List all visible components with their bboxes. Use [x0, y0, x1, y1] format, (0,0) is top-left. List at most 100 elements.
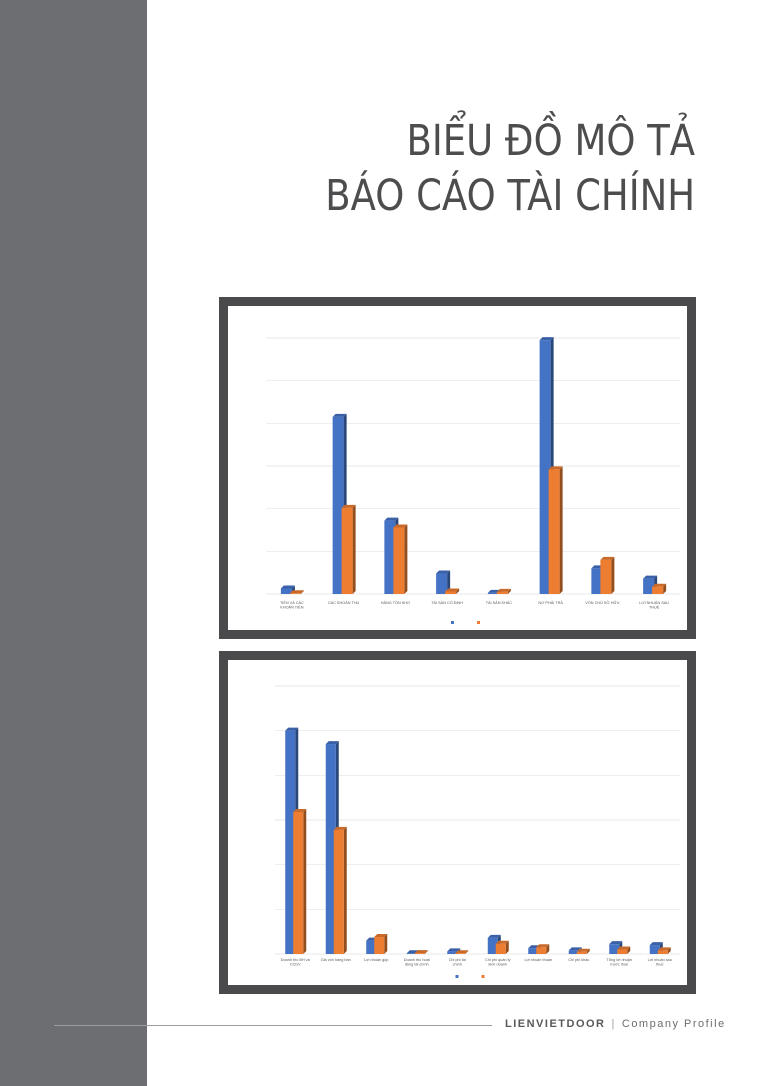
bar-series-1	[436, 570, 451, 594]
x-category-label: Lợi nhuận gộp	[364, 958, 388, 962]
bar-top	[436, 570, 451, 574]
x-category-label-line: CÁC KHOẢN THU	[328, 600, 360, 605]
bar-front	[406, 953, 417, 954]
bar-front	[366, 940, 377, 954]
bar-front	[591, 568, 603, 594]
bar-side	[456, 588, 460, 594]
bar-top	[414, 950, 428, 954]
bar-series-2	[600, 556, 615, 594]
bar-front	[539, 340, 551, 594]
x-category-label-line: Giá vốn hàng bán	[321, 958, 351, 962]
bar-top	[393, 524, 408, 528]
bar-front	[649, 945, 660, 954]
x-category-label-line: Chi phí khác	[568, 958, 589, 962]
bar-top	[652, 583, 667, 587]
bar-side	[404, 524, 408, 594]
bar-top	[325, 741, 339, 745]
bar-front	[576, 951, 587, 954]
bar-side	[663, 583, 667, 594]
x-category-label: TIỀN VÀ CÁC KHOẢN TIỀN	[280, 600, 304, 610]
bar-front	[447, 951, 458, 954]
bar-top	[657, 947, 671, 951]
bar-series-2	[445, 588, 460, 594]
bar-series-2	[293, 808, 307, 954]
x-category-label: CÁC KHOẢN THU	[328, 600, 360, 605]
bar-top	[447, 948, 461, 952]
bar-series-2	[617, 946, 631, 954]
x-category-label-line: chính	[453, 963, 462, 967]
sidebar-panel	[0, 0, 147, 1086]
bar-front	[548, 469, 560, 594]
page-title: BIỂU ĐỒ MÔ TẢ BÁO CÁO TÀI CHÍNH	[325, 114, 695, 224]
bar-top	[496, 588, 511, 592]
x-category-label: VỐN CHỦ SỞ HỮU	[585, 600, 619, 605]
bar-front	[445, 591, 457, 594]
bar-side	[384, 934, 388, 954]
bar-top	[539, 337, 554, 341]
x-category-label-line: kinh doanh	[488, 963, 507, 967]
bar-series-2	[393, 524, 408, 594]
bar-top	[374, 934, 388, 938]
bar-side	[465, 950, 469, 954]
legend-swatch	[481, 975, 485, 978]
x-category-label: HÀNG TỒN KHO	[381, 600, 410, 605]
legend-swatch	[477, 621, 480, 624]
bar-top	[617, 946, 631, 950]
x-category-label-line: Lợi nhuận sau	[648, 958, 672, 962]
bar-top	[649, 942, 663, 946]
bar-top	[548, 466, 563, 470]
x-category-label-line: TÀI SẢN CỐ ĐỊNH	[431, 600, 463, 605]
bar-front	[293, 811, 304, 954]
bar-front	[496, 591, 508, 594]
bar-series-2	[289, 590, 304, 594]
bar-front	[393, 527, 405, 594]
bar-series-2	[657, 947, 671, 954]
x-category-label-line: Lợi nhuận thuần	[524, 958, 552, 962]
page-title-line-1: BIỂU ĐỒ MÔ TẢ	[406, 116, 695, 166]
bar-top	[536, 944, 550, 948]
bar-series-2	[341, 504, 356, 594]
bar-top	[280, 585, 295, 589]
bar-top	[487, 934, 501, 938]
bar-series-2	[652, 583, 667, 594]
bar-front	[657, 950, 668, 954]
bar-series-2	[333, 826, 347, 954]
bar-front	[617, 949, 628, 954]
bar-series-2	[548, 466, 563, 594]
bar-series-2	[455, 950, 469, 954]
footer-separator: |	[611, 1018, 616, 1030]
bar-front	[487, 592, 499, 594]
x-category-label-line: Chi phí quản lý	[485, 958, 510, 962]
bar-top	[293, 808, 307, 812]
x-category-label-line: KHOẢN TIỀN	[280, 605, 303, 610]
bar-side	[559, 466, 563, 594]
x-category-label: LỢI NHUẬN SAU THUẾ	[639, 600, 669, 610]
bar-series-2	[374, 934, 388, 954]
bar-side	[611, 556, 615, 594]
bar-top	[576, 948, 590, 952]
x-category-label-line: Doanh thu hoạt	[404, 958, 431, 962]
x-category-label-line: NỢ PHẢI TRẢ	[538, 600, 563, 605]
bar-front	[280, 588, 292, 594]
x-category-label: Tổng lợi nhuận trước thuế	[607, 958, 633, 967]
bar-side	[424, 950, 428, 954]
bar-top	[609, 941, 623, 945]
bar-side	[447, 570, 451, 594]
bar-top	[568, 947, 582, 951]
bar-series-2	[536, 944, 550, 954]
x-category-label: TÀI SẢN CỐ ĐỊNH	[431, 600, 463, 605]
x-category-label-line: HÀNG TỒN KHO	[381, 600, 410, 605]
x-category-label: Lợi nhuận thuần	[524, 958, 552, 962]
x-category-label: Doanh thu BH và CCDV	[281, 958, 311, 967]
bar-top	[285, 727, 299, 731]
x-category-label-line: Lợi nhuận gộp	[364, 958, 388, 962]
x-category-label-line: động tài chính	[405, 963, 429, 967]
x-category-label-line: TIỀN VÀ CÁC	[280, 600, 304, 605]
bar-top	[643, 575, 658, 579]
bar-series-2	[414, 950, 428, 954]
bar-top	[333, 826, 347, 830]
bar-top	[455, 950, 469, 954]
x-category-label: NỢ PHẢI TRẢ	[538, 600, 563, 605]
x-category-label-line: LỢI NHUẬN SAU	[639, 600, 669, 605]
bar-front	[374, 937, 385, 954]
